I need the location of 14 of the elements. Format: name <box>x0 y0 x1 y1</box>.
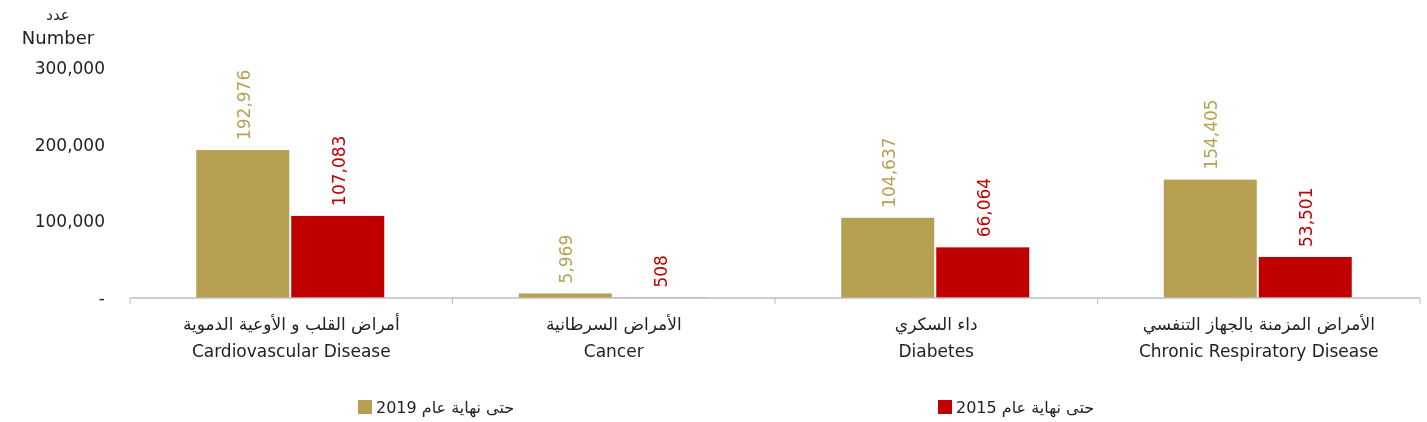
data-label: 107,083 <box>328 135 349 206</box>
data-label: 5,969 <box>556 234 577 284</box>
legend-label: حتى نهاية عام 2019 <box>376 398 515 418</box>
data-label: 508 <box>651 255 672 288</box>
y-tick-label: - <box>98 288 105 308</box>
y-tick-label: 200,000 <box>34 134 105 155</box>
data-label: 104,637 <box>878 137 899 208</box>
y-tick-label: 100,000 <box>34 211 105 232</box>
data-label: 192,976 <box>233 69 254 141</box>
legend-label: حتى نهاية عام 2015 <box>956 398 1095 418</box>
data-label: 154,405 <box>1201 99 1222 170</box>
y-tick-label: 300,000 <box>34 58 105 78</box>
data-label: 53,501 <box>1296 187 1317 247</box>
data-label: 66,064 <box>973 177 994 238</box>
